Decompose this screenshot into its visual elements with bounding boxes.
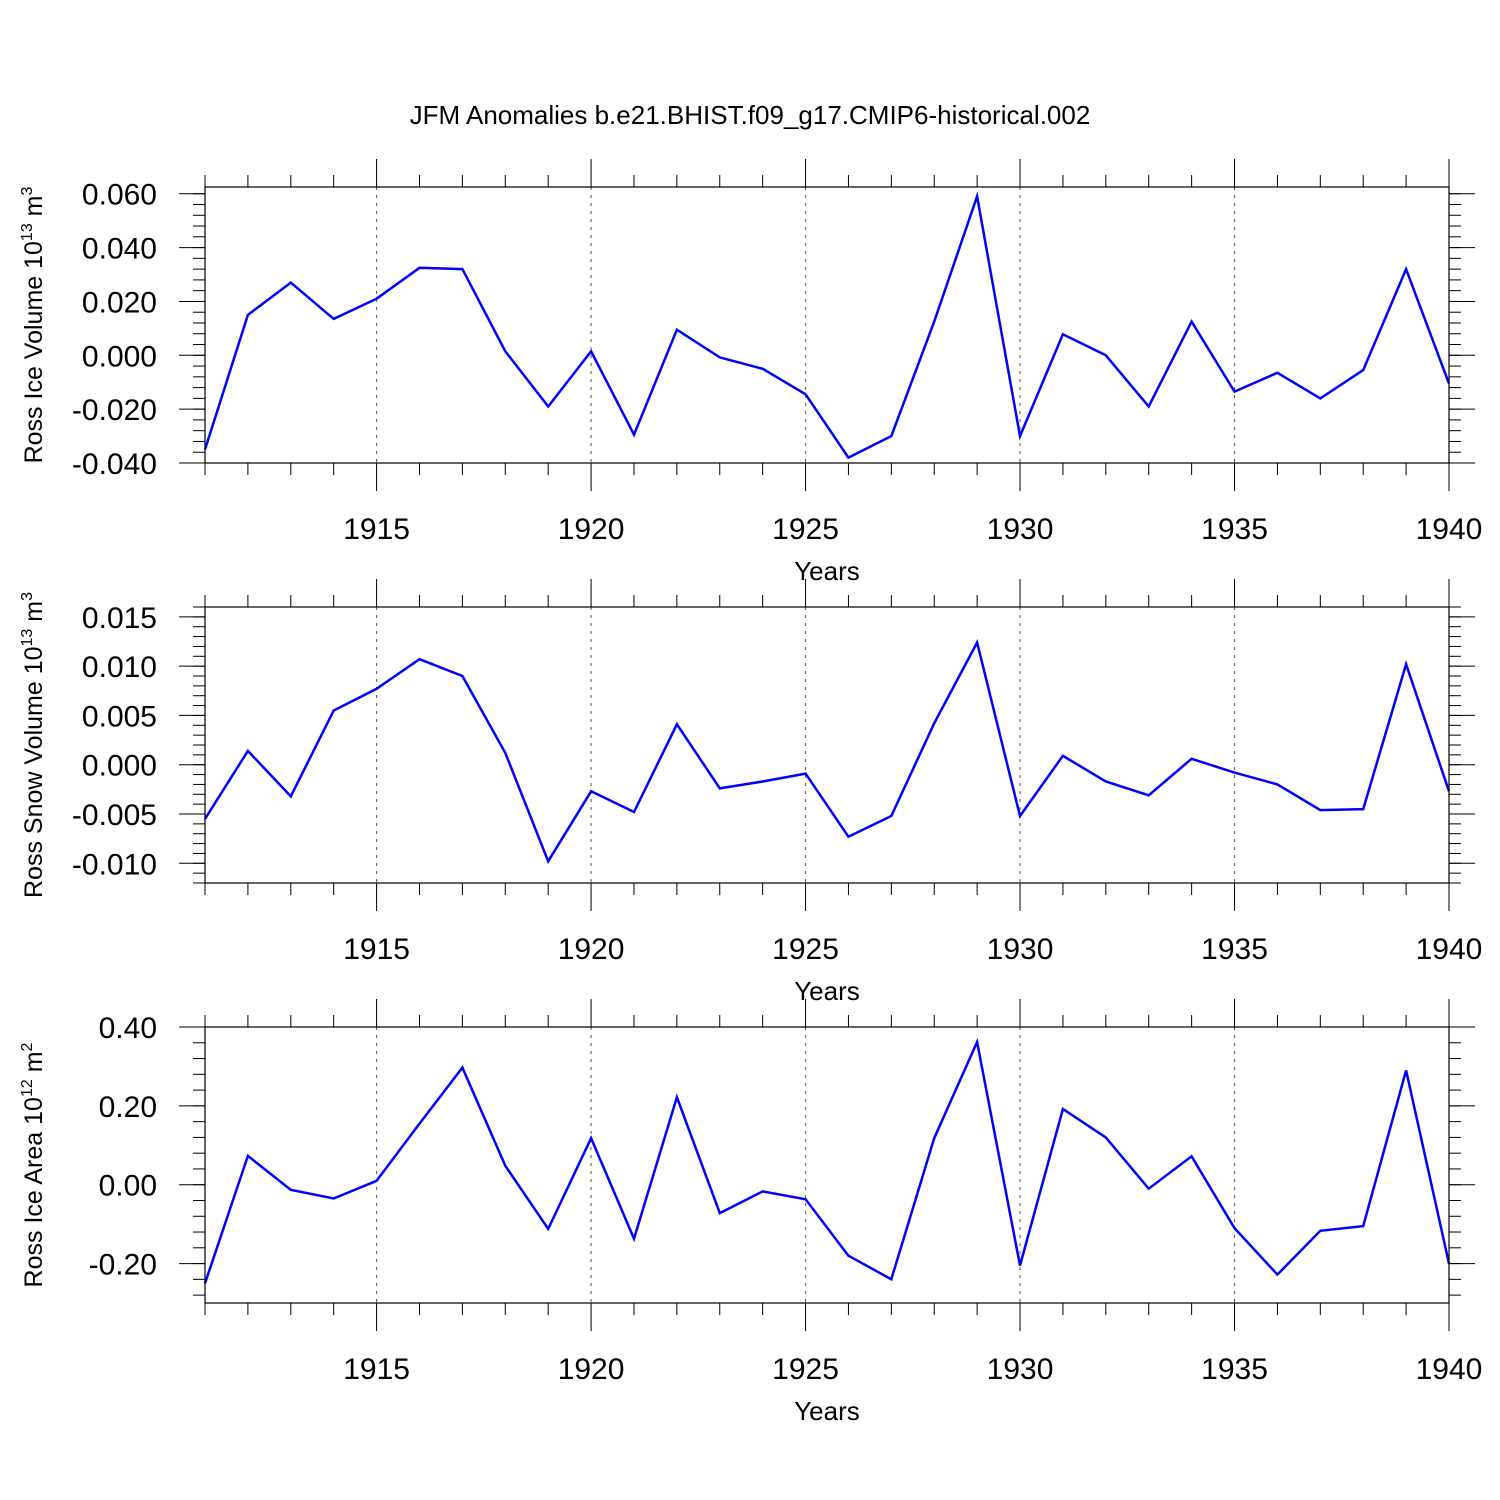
x-tick-label: 1940 (1416, 933, 1483, 966)
x-tick-label: 1915 (343, 933, 410, 966)
x-tick-label: 1935 (1201, 1353, 1268, 1386)
y-tick-label: -0.040 (72, 448, 157, 481)
x-tick-label: 1915 (343, 513, 410, 546)
x-tick-label: 1925 (772, 933, 839, 966)
x-tick-label: 1915 (343, 1353, 410, 1386)
y-tick-label: -0.005 (72, 799, 157, 832)
x-tick-label: 1930 (987, 513, 1054, 546)
panel-3: -0.20 0.00 0.20 0.40 1915 1920 1925 1930 1935 194… (19, 999, 1482, 1426)
x-tick-label: 1935 (1201, 933, 1268, 966)
x-tick-label: 1925 (772, 1353, 839, 1386)
x-tick-label: 1930 (987, 1353, 1054, 1386)
plot-frame (204, 1026, 1450, 1304)
plot-frame (204, 606, 1450, 884)
y-tick-label: 0.00 (99, 1170, 157, 1203)
series-line (203, 1037, 1451, 1284)
y-tick-label: 0.040 (82, 233, 157, 266)
y-tick-label: 0.40 (99, 1012, 157, 1045)
x-tick-label: 1925 (772, 513, 839, 546)
plot-frame (204, 186, 1450, 464)
y-axis-label: Ross Snow Volume 1013 m3 (19, 592, 48, 898)
y-tick-label: 0.060 (82, 179, 157, 212)
y-tick-label: -0.020 (72, 394, 157, 427)
x-axis-label: Years (794, 976, 860, 1006)
panel-2: -0.010 -0.005 0.000 0.005 0.010 0.015 1915 1920… (19, 579, 1482, 1006)
y-tick-label: -0.010 (72, 848, 157, 881)
panel-1: -0.040 -0.020 0.000 0.020 0.040 0.060 1915 1920… (19, 159, 1482, 586)
x-tick-label: 1940 (1416, 513, 1483, 546)
series-line (203, 639, 1451, 865)
y-tick-label: 0.000 (82, 340, 157, 373)
y-axis-label: Ross Ice Area 1012 m2 (19, 1042, 48, 1287)
y-tick-label: 0.005 (82, 700, 157, 733)
series-line (203, 191, 1451, 460)
x-tick-label: 1940 (1416, 1353, 1483, 1386)
y-tick-label: 0.015 (82, 602, 157, 635)
y-tick-label: -0.20 (89, 1249, 157, 1282)
x-axis-label: Years (794, 1396, 860, 1426)
y-tick-label: 0.000 (82, 750, 157, 783)
y-tick-label: 0.010 (82, 651, 157, 684)
x-tick-label: 1930 (987, 933, 1054, 966)
x-tick-label: 1920 (558, 513, 625, 546)
x-axis-label: Years (794, 556, 860, 586)
x-tick-label: 1920 (558, 1353, 625, 1386)
x-tick-label: 1935 (1201, 513, 1268, 546)
x-tick-label: 1920 (558, 933, 625, 966)
y-tick-label: 0.20 (99, 1091, 157, 1124)
chart-title: JFM Anomalies b.e21.BHIST.f09_g17.CMIP6-… (410, 100, 1091, 130)
y-axis-label: Ross Ice Volume 1013 m3 (19, 186, 48, 463)
y-tick-label: 0.020 (82, 286, 157, 319)
